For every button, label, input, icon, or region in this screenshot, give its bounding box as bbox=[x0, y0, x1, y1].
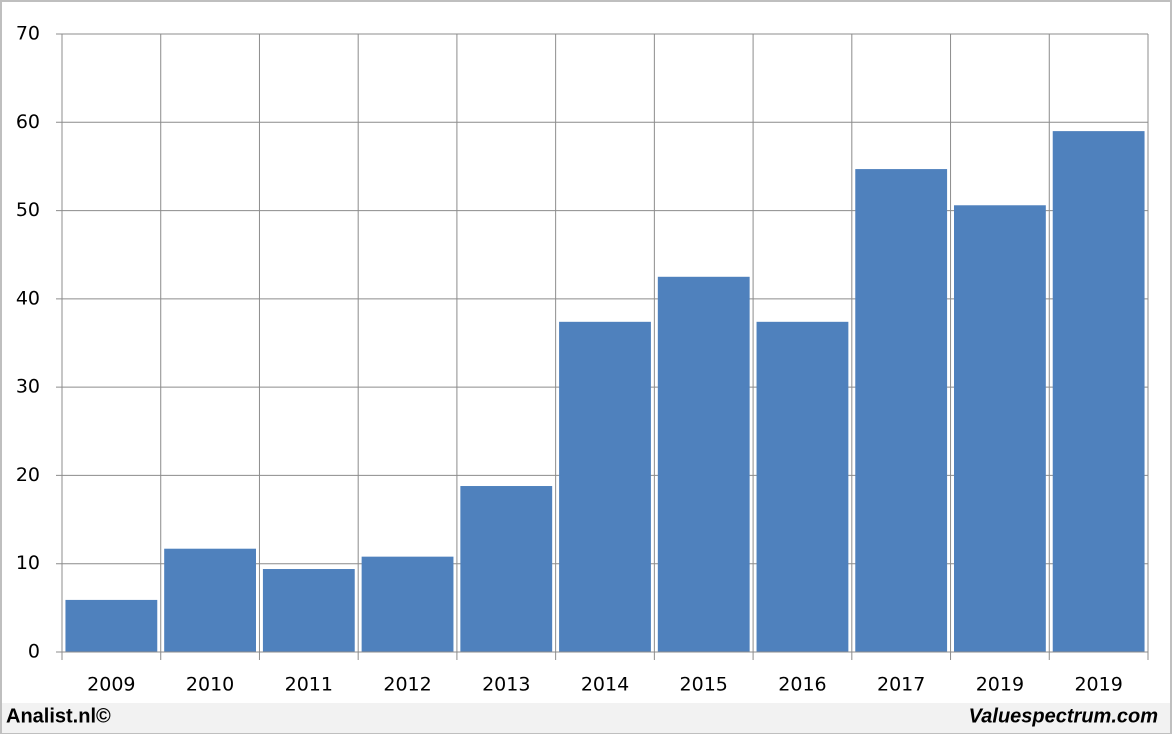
bar bbox=[657, 276, 750, 652]
y-tick-label: 70 bbox=[16, 23, 40, 45]
bar bbox=[361, 556, 454, 652]
x-tick-label: 2013 bbox=[482, 674, 530, 696]
bar bbox=[954, 205, 1046, 652]
y-tick-label: 60 bbox=[16, 111, 40, 133]
bar bbox=[855, 169, 948, 652]
y-tick-label: 30 bbox=[16, 376, 40, 398]
footer-right: Valuespectrum.com bbox=[969, 705, 1158, 727]
x-tick-label: 2015 bbox=[680, 674, 728, 696]
x-tick-label: 2012 bbox=[383, 674, 431, 696]
x-tick-label: 2011 bbox=[285, 674, 333, 696]
bar bbox=[1052, 131, 1145, 653]
x-tick-label: 2016 bbox=[778, 674, 826, 696]
x-tick-label: 2019 bbox=[976, 674, 1024, 696]
y-tick-label: 40 bbox=[16, 287, 40, 309]
y-tick-label: 50 bbox=[16, 199, 40, 221]
bar bbox=[559, 321, 651, 652]
x-tick-label: 2014 bbox=[581, 674, 629, 696]
x-tick-label: 2009 bbox=[87, 674, 135, 696]
bar bbox=[164, 548, 256, 652]
x-tick-label: 2019 bbox=[1074, 674, 1122, 696]
bar bbox=[65, 599, 158, 652]
footer-left: Analist.nl© bbox=[6, 705, 111, 727]
y-tick-label: 20 bbox=[16, 464, 40, 486]
bar bbox=[262, 569, 355, 652]
bar bbox=[460, 486, 553, 652]
footer-band bbox=[2, 703, 1170, 733]
y-tick-label: 10 bbox=[16, 552, 40, 574]
bar bbox=[756, 321, 849, 652]
x-tick-label: 2010 bbox=[186, 674, 234, 696]
y-tick-label: 0 bbox=[28, 641, 40, 663]
x-tick-label: 2017 bbox=[877, 674, 925, 696]
